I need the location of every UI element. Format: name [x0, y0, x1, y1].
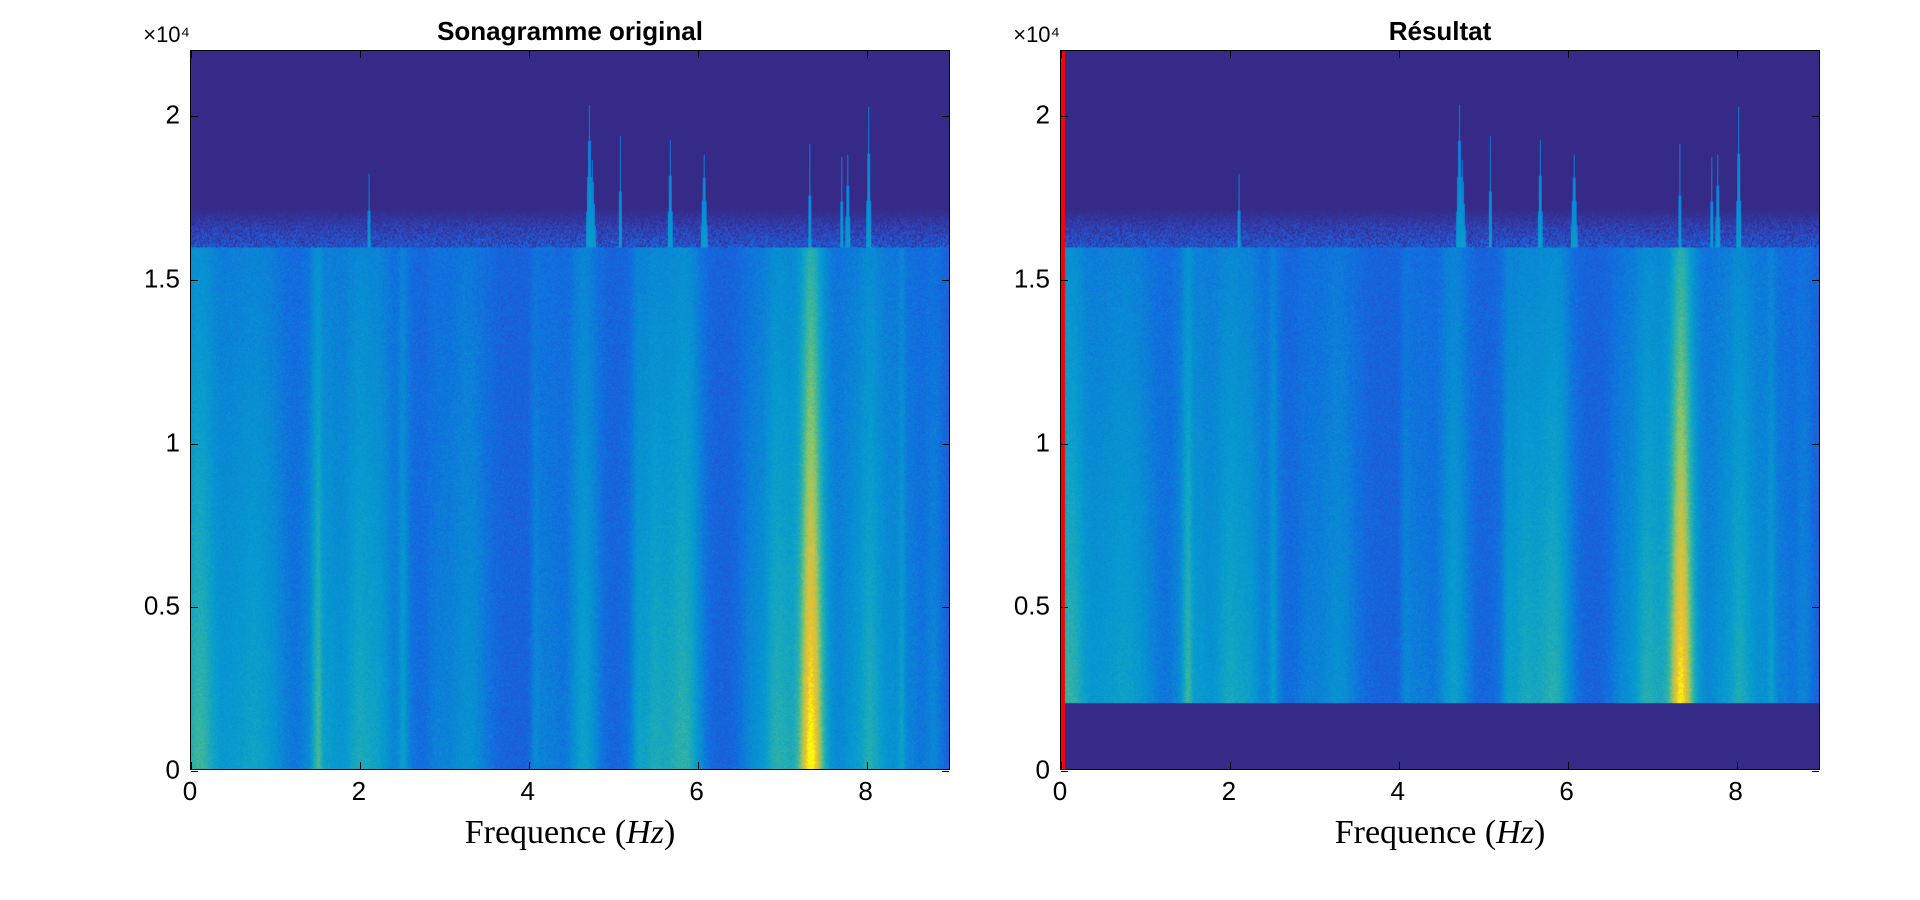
x-axis-label: Frequence (Hz) [1060, 814, 1820, 852]
subplot-title: Sonagramme original [190, 16, 950, 47]
x-tick-label: 6 [689, 776, 703, 807]
x-axis-label: Frequence (Hz) [190, 814, 950, 852]
xlabel-prefix: Frequence ( [465, 814, 626, 851]
spectrogram-canvas [1061, 51, 1819, 769]
x-tick-label: 2 [352, 776, 366, 807]
x-tick-label: 2 [1222, 776, 1236, 807]
plot-area [190, 50, 950, 770]
x-tick-label: 0 [1053, 776, 1067, 807]
y-tick-label: 1.5 [1014, 264, 1050, 295]
spectrogram-canvas [191, 51, 949, 769]
xlabel-prefix: Frequence ( [1335, 814, 1496, 851]
y-tick-label: 2 [1036, 100, 1050, 131]
x-tick-label: 0 [183, 776, 197, 807]
y-tick-label: 0 [166, 755, 180, 786]
figure: Sonagramme original ×10⁴ Frequence (Hz) … [0, 0, 1920, 900]
y-tick-label: 1 [1036, 427, 1050, 458]
y-tick-label: 0.5 [144, 591, 180, 622]
y-exponent-label: ×10⁴ [1013, 22, 1060, 48]
subplot-title: Résultat [1060, 16, 1820, 47]
x-tick-label: 4 [1391, 776, 1405, 807]
xlabel-suffix: ) [664, 814, 675, 851]
xlabel-unit: Hz [1496, 814, 1534, 851]
subplot-result: Résultat ×10⁴ Frequence (Hz) 00.511.5202… [1060, 50, 1820, 770]
subplot-original: Sonagramme original ×10⁴ Frequence (Hz) … [190, 50, 950, 770]
x-tick-label: 8 [858, 776, 872, 807]
x-tick-label: 8 [1728, 776, 1742, 807]
y-exponent-label: ×10⁴ [143, 22, 190, 48]
y-tick-label: 0 [1036, 755, 1050, 786]
y-tick-label: 2 [166, 100, 180, 131]
x-tick-label: 4 [521, 776, 535, 807]
plot-area [1060, 50, 1820, 770]
y-tick-label: 1.5 [144, 264, 180, 295]
xlabel-suffix: ) [1534, 814, 1545, 851]
xlabel-unit: Hz [626, 814, 664, 851]
y-tick-label: 0.5 [1014, 591, 1050, 622]
y-tick-label: 1 [166, 427, 180, 458]
x-tick-label: 6 [1559, 776, 1573, 807]
